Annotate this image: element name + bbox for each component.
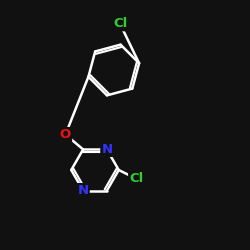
Text: N: N bbox=[78, 184, 89, 197]
Text: Cl: Cl bbox=[113, 17, 127, 30]
Text: O: O bbox=[60, 128, 71, 141]
Text: Cl: Cl bbox=[129, 172, 144, 185]
Text: N: N bbox=[101, 143, 112, 156]
